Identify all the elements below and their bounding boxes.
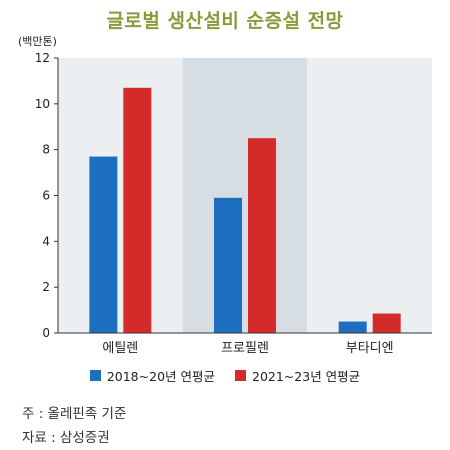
- bar-series-2-cat-3: [372, 313, 401, 333]
- y-tick-label-5: 8: [42, 143, 50, 157]
- category-band-3: [307, 58, 432, 333]
- bar-series-2-cat-1: [123, 87, 152, 334]
- legend-item-series-2: 2021~23년 연평균: [235, 366, 360, 385]
- legend-label-series-2: 2021~23년 연평균: [252, 369, 361, 384]
- y-tick-label-1: 0: [42, 326, 50, 340]
- y-tick-labels: 0 2 4 6 8 10 12: [35, 51, 50, 340]
- x-tick-label-2: 프로필렌: [221, 341, 269, 356]
- y-tick-label-2: 2: [42, 280, 50, 294]
- source-text: 자료 : 삼성증권: [22, 430, 110, 446]
- bars-group: [89, 87, 401, 334]
- plot-background: [58, 58, 432, 333]
- bar-series-1-cat-2: [214, 197, 242, 333]
- x-tick-labels: 에틸렌 프로필렌 부타디엔: [102, 341, 393, 356]
- category-band-2: [182, 58, 308, 333]
- y-tick-label-3: 4: [42, 234, 50, 248]
- bar-series-1-cat-3: [338, 321, 367, 333]
- bar-series-1-cat-1: [89, 156, 118, 333]
- y-axis-unit-label: (백만톤): [18, 35, 57, 48]
- x-tick-label-1: 에틸렌: [102, 341, 138, 356]
- category-band-1: [58, 58, 183, 333]
- axes-group: [54, 57, 432, 334]
- legend-item-series-1: 2018~20년 연평균: [89, 366, 215, 385]
- legend: 2018~20년 연평균 2021~23년 연평균: [0, 366, 450, 385]
- legend-swatch-series-2: [235, 370, 246, 381]
- y-tick-label-7: 12: [35, 51, 50, 65]
- y-tick-label-4: 6: [42, 189, 50, 203]
- note-text: 주 : 올레핀족 기준: [22, 406, 127, 422]
- y-tick-label-6: 10: [35, 97, 50, 111]
- legend-swatch-series-1: [89, 370, 101, 381]
- bar-series-2-cat-2: [248, 138, 276, 333]
- x-tick-label-3: 부타디엔: [346, 341, 394, 356]
- chart-title: 글로벌 생산설비 순증설 전망: [106, 10, 344, 32]
- legend-label-series-1: 2018~20년 연평균: [106, 369, 215, 384]
